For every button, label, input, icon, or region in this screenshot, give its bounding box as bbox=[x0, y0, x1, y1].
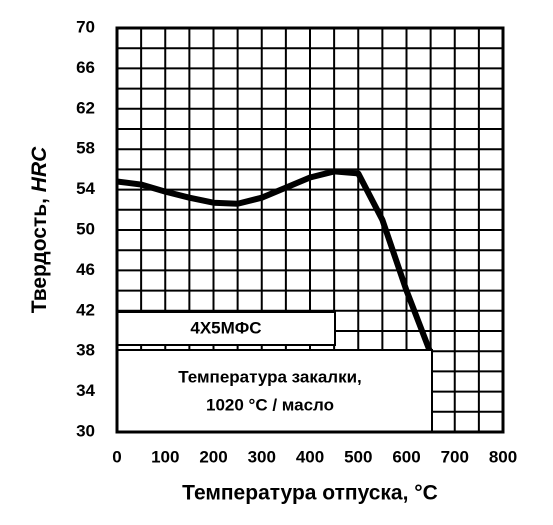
y-tick-label: 70 bbox=[76, 17, 95, 36]
x-tick-label: 0 bbox=[112, 447, 121, 466]
annotation: Температура закалки, bbox=[178, 367, 362, 386]
y-tick-label: 46 bbox=[76, 260, 95, 279]
x-tick-label: 600 bbox=[392, 447, 420, 466]
x-tick-label: 400 bbox=[296, 447, 324, 466]
x-tick-label: 200 bbox=[199, 447, 227, 466]
annotation-box bbox=[116, 349, 433, 433]
line bbox=[116, 168, 434, 355]
y-tick-label: 66 bbox=[76, 58, 95, 77]
y-tick-label: 34 bbox=[76, 381, 95, 400]
y-tick-label: 54 bbox=[76, 179, 95, 198]
x-tick-label: 800 bbox=[489, 447, 517, 466]
y-axis-label: Твердость, HRC bbox=[28, 146, 51, 313]
x-tick-label: 700 bbox=[441, 447, 469, 466]
y-tick-label: 62 bbox=[76, 98, 95, 117]
y-label-unit: HRC bbox=[28, 146, 51, 192]
y-tick-label: 38 bbox=[76, 341, 95, 360]
x-tick-label: 500 bbox=[344, 447, 372, 466]
y-tick-label: 58 bbox=[76, 139, 95, 158]
y-tick-label: 42 bbox=[76, 300, 95, 319]
plot-frame bbox=[115, 26, 505, 434]
annotation: 4Х5МФС bbox=[190, 318, 261, 337]
y-label-text: Твердость, bbox=[28, 198, 51, 313]
x-tick-label: 100 bbox=[151, 447, 179, 466]
x-tick-label: 300 bbox=[248, 447, 276, 466]
y-tick-label: 30 bbox=[76, 421, 95, 440]
x-axis-label: Температура отпуска, °С bbox=[182, 482, 438, 505]
y-tick-label: 50 bbox=[76, 219, 95, 238]
annotation: 1020 °С / масло bbox=[206, 395, 334, 414]
